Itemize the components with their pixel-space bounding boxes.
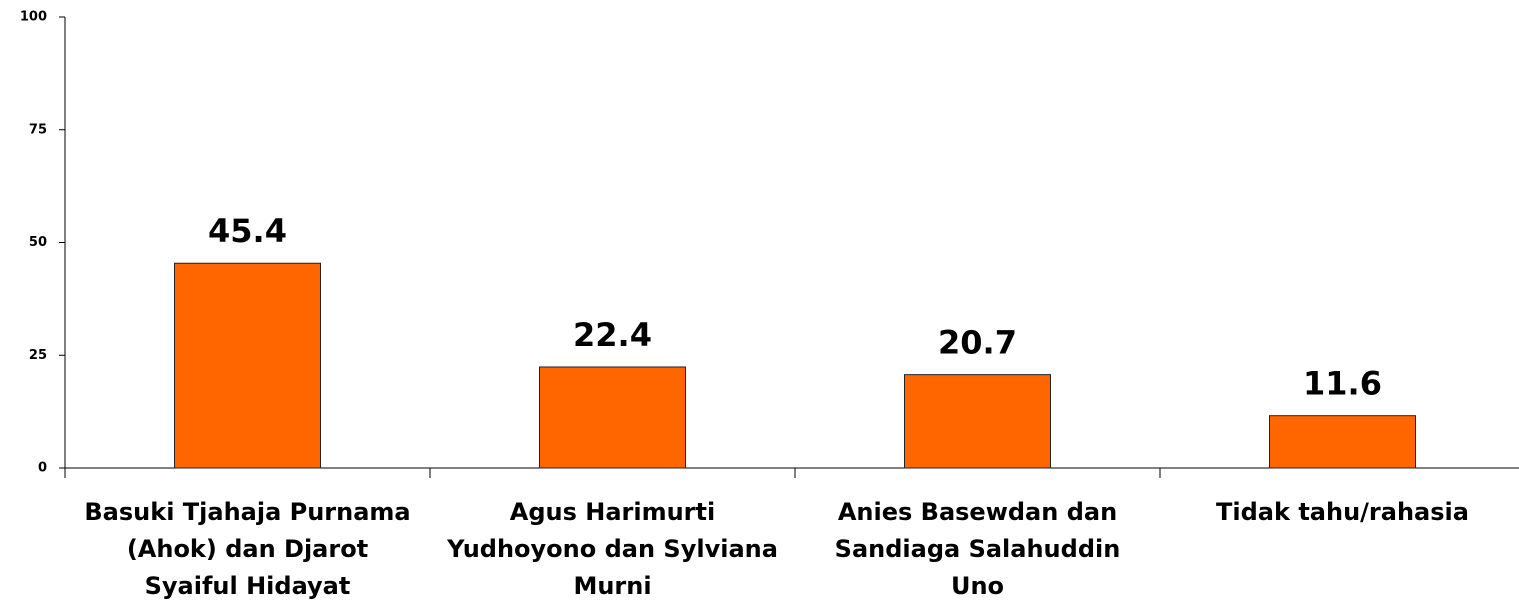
- bar: [174, 262, 321, 469]
- x-tick-label: Agus Harimurti Yudhoyono dan Sylviana Mu…: [447, 498, 778, 600]
- x-tick-label: Tidak tahu/rahasia: [1216, 498, 1469, 526]
- y-tick-label: 75: [29, 122, 47, 137]
- value-label: 45.4: [208, 212, 287, 250]
- y-tick-label: 0: [38, 461, 47, 476]
- y-tick-label: 50: [29, 235, 47, 250]
- value-label: 20.7: [938, 324, 1017, 362]
- bar: [539, 366, 686, 469]
- y-tick-label: 100: [20, 10, 47, 25]
- value-label: 11.6: [1303, 365, 1382, 403]
- bar: [904, 374, 1051, 469]
- x-tick-label: Anies Basewdan dan Sandiaga Salahuddin U…: [834, 498, 1121, 600]
- value-label: 22.4: [573, 316, 652, 354]
- x-tick-label: Basuki Tjahaja Purnama (Ahok) dan Djarot…: [84, 498, 411, 600]
- bar: [1269, 415, 1416, 469]
- y-tick-label: 25: [29, 348, 47, 363]
